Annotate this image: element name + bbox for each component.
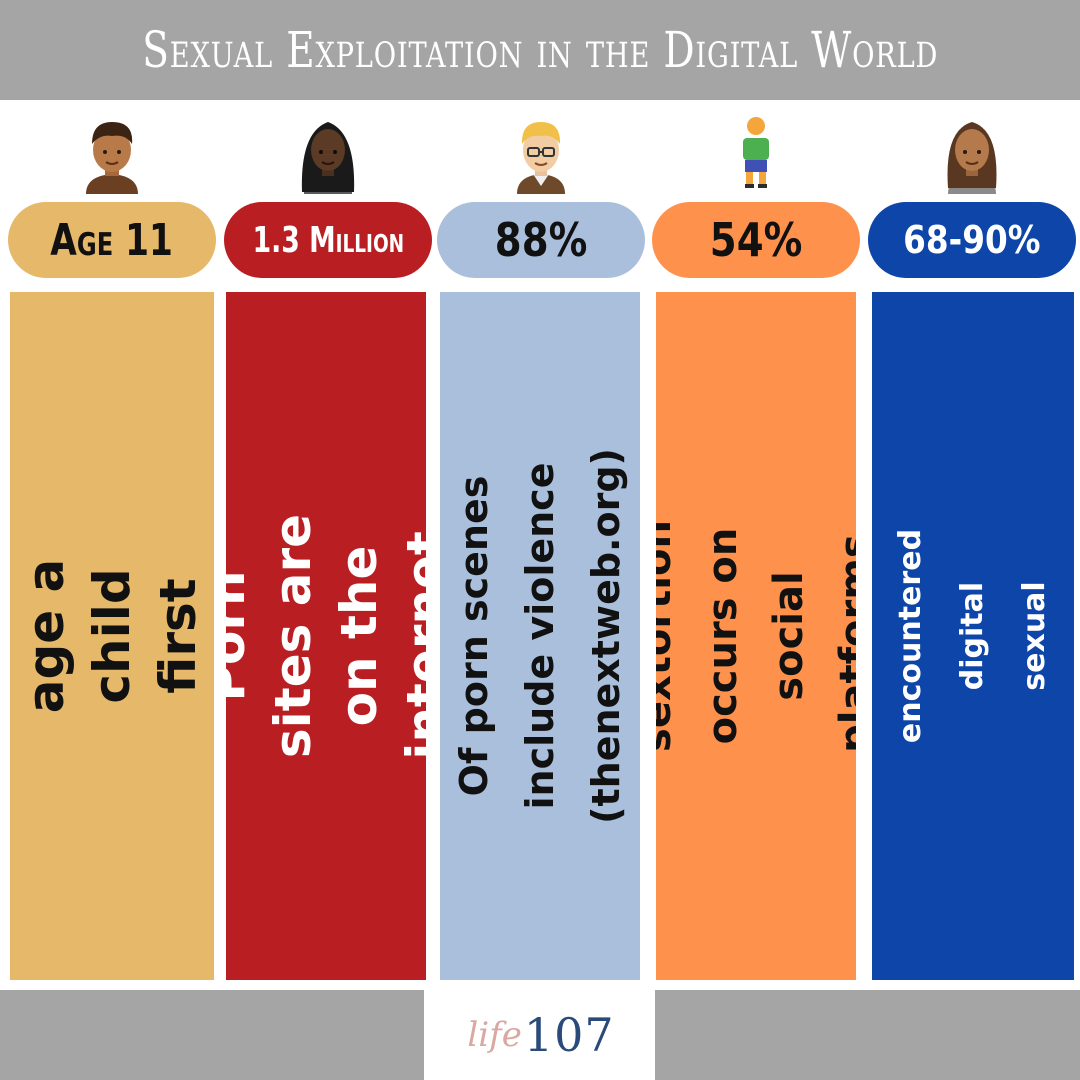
stat-value: 68-90%: [903, 218, 1041, 262]
logo-script: life: [467, 1015, 522, 1055]
stat-description: The average age a child first sees porn.: [17, 558, 207, 714]
glasses-man-avatar-icon: [517, 122, 565, 194]
woman-avatar-icon: [301, 122, 355, 194]
stat-description-box: Of sextortion occurs on social platforms…: [656, 292, 856, 980]
stat-description: Of porn scenes include violence (thenext…: [452, 448, 628, 824]
stat-value: Age 11: [50, 214, 174, 266]
footer-bar-left: [0, 990, 424, 1080]
stat-pill: Age 11: [8, 202, 216, 278]
logo-number: 107: [523, 1008, 615, 1062]
stat-pill: 68-90%: [868, 202, 1076, 278]
child-figure-icon: [743, 117, 769, 188]
stat-column-sextortion: 54% Of sextortion occurs on social platf…: [648, 100, 864, 980]
stat-description-box: The average age a child first sees porn.: [10, 292, 214, 980]
boy-avatar-icon: [86, 122, 138, 194]
stat-value: 54%: [709, 213, 803, 267]
stat-column-violence: 88% Of porn scenes include violence (the…: [433, 100, 649, 980]
girl-avatar-icon: [947, 122, 997, 194]
title-bar: Sexual Exploitation in the Digital World: [0, 0, 1080, 100]
life107-logo: life 107: [446, 990, 636, 1080]
stat-description-box: Of porn scenes include violence (thenext…: [440, 292, 640, 980]
stat-description: Of teens in a study encountered digital …: [893, 528, 1052, 744]
stat-column-age: Age 11 The average age a child first see…: [4, 100, 220, 980]
stat-pill: 54%: [652, 202, 860, 278]
stat-description: Porn sites are on the internet.: [226, 512, 426, 760]
stat-value: 1.3 Million: [252, 219, 404, 261]
footer-bar-right: [655, 990, 1080, 1080]
stat-value: 88%: [494, 213, 588, 267]
stat-column-teens: 68-90% Of teens in a study encountered d…: [864, 100, 1080, 980]
stat-description-box: Porn sites are on the internet.: [226, 292, 426, 980]
stat-description-box: Of teens in a study encountered digital …: [872, 292, 1074, 980]
stat-column-sites: 1.3 Million Porn sites are on the intern…: [220, 100, 436, 980]
stat-pill: 88%: [437, 202, 645, 278]
stat-pill: 1.3 Million: [224, 202, 432, 278]
page-title: Sexual Exploitation in the Digital World: [142, 21, 938, 79]
stat-description: Of sextortion occurs on social platforms…: [656, 519, 856, 753]
